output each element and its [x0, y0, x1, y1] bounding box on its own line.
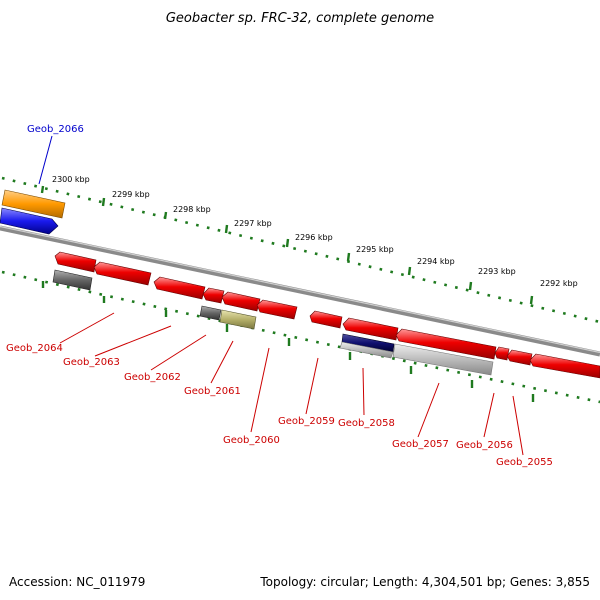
tick-label-2297: 2297 kbp — [234, 219, 272, 228]
label-geob-2062: Geob_2062 — [124, 372, 181, 383]
inner-major-ticks — [41, 281, 535, 402]
tick-label-2294: 2294 kbp — [417, 257, 455, 266]
topology-text: Topology: circular; Length: 4,304,501 bp… — [259, 575, 590, 589]
map-title: Geobacter sp. FRC-32, complete genome — [166, 11, 434, 26]
gene-geob-2060 — [221, 291, 261, 312]
tick-label-2296: 2296 kbp — [295, 233, 333, 242]
label-geob-2064: Geob_2064 — [6, 343, 63, 354]
label-geob-2055: Geob_2055 — [496, 457, 553, 468]
label-geob-2057: Geob_2057 — [392, 439, 449, 450]
tick-label-2298: 2298 kbp — [173, 205, 211, 214]
gene-geob-2055a — [506, 349, 533, 366]
label-geob-2061: Geob_2061 — [184, 386, 241, 397]
tick-label-2295: 2295 kbp — [356, 245, 394, 254]
tick-label-2292: 2292 kbp — [540, 279, 578, 288]
label-geob-2063: Geob_2063 — [63, 357, 120, 368]
feature-dark-gray-1 — [52, 269, 93, 291]
gene-geob-2058 — [342, 317, 399, 341]
gene-geob-2066 — [0, 207, 59, 235]
gene-geob-2057 — [395, 328, 497, 360]
label-geob-2066: Geob_2066 — [27, 124, 84, 135]
gene-geob-2063 — [93, 261, 152, 286]
feature-light-gray — [392, 343, 494, 376]
gene-geob-2060b — [256, 299, 298, 320]
label-geob-2060: Geob_2060 — [223, 435, 280, 446]
tick-label-2293: 2293 kbp — [478, 267, 516, 276]
accession-text: Accession: NC_011979 — [9, 575, 145, 589]
feature-light-gray-left — [339, 341, 394, 359]
tick-label-2299: 2299 kbp — [112, 190, 150, 199]
tick-label-2300: 2300 kbp — [52, 175, 90, 184]
outer-tick-track — [1, 176, 600, 324]
gene-geob-2062 — [153, 276, 206, 300]
outer-major-ticks — [40, 185, 534, 305]
gene-geob-2064 — [54, 251, 97, 273]
label-connectors — [38, 135, 524, 456]
gene-geob-2059 — [309, 310, 343, 329]
feature-dark-gray-2 — [199, 305, 222, 321]
label-geob-2058: Geob_2058 — [338, 418, 395, 429]
gene-geob-2055 — [529, 353, 600, 379]
gene-geob-2056 — [494, 346, 510, 361]
label-geob-2056: Geob_2056 — [456, 440, 513, 451]
label-geob-2059: Geob_2059 — [278, 416, 335, 427]
genome-backbone — [0, 225, 600, 357]
feature-olive — [219, 309, 257, 330]
gene-orange-forward — [1, 189, 66, 219]
gene-geob-2061 — [202, 287, 225, 304]
